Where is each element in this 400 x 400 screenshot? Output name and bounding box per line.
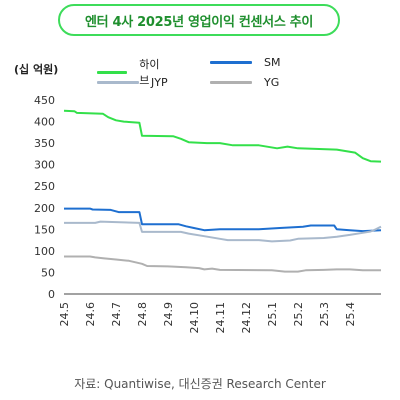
y-tick-label: 300 bbox=[34, 159, 55, 172]
series-line-jyp bbox=[64, 220, 382, 243]
y-tick-label: 400 bbox=[34, 116, 55, 129]
legend-swatch-hybe bbox=[97, 70, 128, 74]
x-tick-label: 24.10 bbox=[188, 302, 201, 334]
legend-item-yg: YG bbox=[210, 76, 279, 89]
legend-label-jyp: JYP bbox=[151, 76, 168, 89]
series-line-hybe bbox=[63, 109, 382, 163]
unit-label: (십 억원) bbox=[14, 63, 59, 76]
legend-item-jyp: JYP bbox=[97, 76, 168, 89]
y-tick-label: 50 bbox=[41, 266, 55, 279]
x-tick-label: 24.5 bbox=[58, 302, 71, 327]
y-tick-label: 150 bbox=[34, 223, 55, 236]
x-tick-label: 24.8 bbox=[136, 302, 149, 327]
y-tick-label: 100 bbox=[34, 245, 55, 258]
legend-swatch-yg bbox=[210, 81, 252, 84]
legend-item-sm: SM bbox=[210, 56, 280, 69]
x-tick-label: 24.11 bbox=[214, 302, 227, 334]
legend-label-yg: YG bbox=[264, 76, 280, 89]
source-note: 자료: Quantiwise, 대신증권 Research Center bbox=[74, 377, 326, 391]
legend-label-sm: SM bbox=[264, 56, 281, 69]
chart-title: 엔터 4사 2025년 영업이익 컨센서스 추이 bbox=[58, 4, 340, 36]
y-tick-label: 0 bbox=[48, 288, 55, 301]
x-tick-label: 25.3 bbox=[318, 302, 331, 327]
legend-swatch-jyp bbox=[97, 81, 139, 84]
y-tick-label: 200 bbox=[34, 202, 55, 215]
y-tick-label: 250 bbox=[34, 180, 55, 193]
x-tick-label: 24.9 bbox=[162, 302, 175, 327]
x-tick-label: 25.2 bbox=[292, 302, 305, 327]
series-line-sm bbox=[64, 207, 382, 233]
y-tick-label: 350 bbox=[34, 137, 55, 150]
legend-item-hybe: 하이브 bbox=[97, 56, 161, 88]
series-line-yg bbox=[64, 255, 381, 273]
y-tick-label: 450 bbox=[34, 94, 55, 107]
x-tick-label: 24.7 bbox=[110, 302, 123, 327]
legend-swatch-sm bbox=[210, 61, 252, 64]
x-tick-label: 25.1 bbox=[266, 302, 279, 327]
x-tick-label: 25.4 bbox=[344, 302, 357, 327]
x-tick-label: 24.12 bbox=[240, 302, 253, 334]
legend-label-hybe: 하이브 bbox=[139, 58, 160, 87]
x-tick-label: 24.6 bbox=[84, 302, 97, 327]
